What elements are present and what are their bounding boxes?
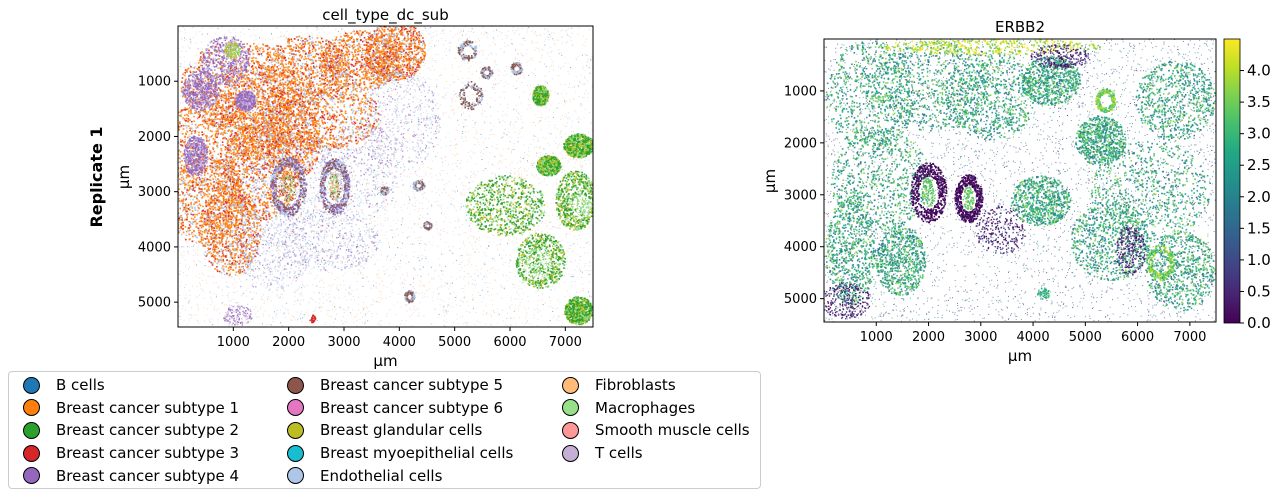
legend-label: Breast cancer subtype 4 (56, 467, 239, 485)
legend-marker (287, 467, 304, 485)
x-tick-label: 4000 (1017, 330, 1050, 345)
legend-marker (23, 376, 40, 394)
right-xlabel: µm (1008, 347, 1032, 365)
left-panel: 1000 2000 3000 4000 5000 6000 7000 1000 2000 300… (87, 6, 594, 370)
right-title: ERBB2 (995, 18, 1045, 36)
y-tick-label: 4000 (784, 240, 817, 255)
legend-item: Breast glandular cells (287, 419, 482, 441)
legend-label: Breast cancer subtype 1 (56, 399, 239, 417)
left-scatter-points (178, 26, 593, 326)
legend-marker (287, 399, 304, 417)
legend-item: Breast cancer subtype 6 (287, 397, 503, 419)
legend-label: Breast cancer subtype 3 (56, 444, 239, 462)
right-axes-frame (823, 38, 1217, 323)
legend-marker (287, 444, 304, 462)
right-panel: 1000 2000 3000 4000 5000 6000 7000 1000 2000 300… (761, 18, 1271, 365)
legend-marker (23, 467, 40, 485)
legend-label: Macrophages (595, 399, 695, 417)
legend-label: Endothelial cells (320, 467, 442, 485)
x-tick-label: 2000 (272, 335, 305, 350)
x-tick-label: 2000 (912, 330, 945, 345)
legend-marker (562, 399, 579, 417)
colorbar-tick-label: 2.5 (1247, 156, 1271, 174)
legend-item: Breast cancer subtype 2 (23, 419, 239, 441)
legend-marker (287, 376, 304, 394)
y-tick-label: 2000 (784, 136, 817, 151)
colorbar-tick-label: 0.5 (1247, 282, 1271, 300)
x-tick-label: 3000 (964, 330, 997, 345)
legend-marker (23, 421, 40, 439)
y-tick-label: 1000 (784, 84, 817, 99)
right-ylabel: µm (761, 169, 779, 193)
x-tick-label: 3000 (327, 335, 360, 350)
legend-label: T cells (595, 444, 643, 462)
x-tick-label: 7000 (1173, 330, 1206, 345)
left-xlabel: µm (373, 352, 397, 370)
y-tick-label: 5000 (784, 292, 817, 307)
legend-marker (287, 421, 304, 439)
legend: B cells Breast cancer subtype 1 Breast can… (8, 371, 761, 489)
colorbar-tick-label: 2.0 (1247, 188, 1271, 206)
legend-label: Smooth muscle cells (595, 421, 750, 439)
legend-item: Fibroblasts (562, 374, 676, 396)
y-tick-label: 3000 (784, 188, 817, 203)
y-tick-label: 3000 (138, 185, 171, 200)
x-tick-label: 6000 (493, 335, 526, 350)
left-x-ticks: 1000 2000 3000 4000 5000 6000 7000 (217, 327, 582, 350)
legend-item: B cells (23, 374, 105, 396)
y-tick-label: 4000 (138, 240, 171, 255)
colorbar (1223, 38, 1241, 324)
x-tick-label: 4000 (383, 335, 416, 350)
x-tick-label: 6000 (1121, 330, 1154, 345)
legend-item: Breast cancer subtype 5 (287, 374, 503, 396)
row-label: Replicate 1 (87, 126, 106, 227)
legend-item: Breast cancer subtype 4 (23, 465, 239, 487)
legend-marker (23, 444, 40, 462)
right-x-ticks: 1000 2000 3000 4000 5000 6000 7000 (860, 322, 1206, 345)
left-y-ticks: 1000 2000 3000 4000 5000 (138, 75, 178, 311)
x-tick-label: 5000 (438, 335, 471, 350)
legend-label: Breast cancer subtype 2 (56, 421, 239, 439)
legend-label: Breast glandular cells (320, 421, 482, 439)
x-tick-label: 1000 (860, 330, 893, 345)
legend-marker (562, 376, 579, 394)
legend-item: Breast cancer subtype 3 (23, 442, 239, 464)
x-tick-label: 7000 (549, 335, 582, 350)
legend-label: B cells (56, 376, 105, 394)
legend-item: T cells (562, 442, 643, 464)
right-scatter-points (824, 39, 1216, 320)
y-tick-label: 1000 (138, 75, 171, 90)
legend-marker (23, 399, 40, 417)
left-axes-frame (177, 25, 594, 328)
colorbar-tick-label: 3.0 (1247, 125, 1271, 143)
colorbar-tick-label: 1.5 (1247, 219, 1271, 237)
legend-item: Smooth muscle cells (562, 419, 750, 441)
legend-marker (562, 444, 579, 462)
colorbar-ticks: 0.0 0.5 1.0 1.5 2.0 2.5 3.0 3.5 4.0 (1240, 62, 1271, 332)
x-tick-label: 5000 (1069, 330, 1102, 345)
colorbar-tick-label: 0.0 (1247, 314, 1271, 332)
x-tick-label: 1000 (217, 335, 250, 350)
legend-label: Breast cancer subtype 6 (320, 399, 503, 417)
left-ylabel: µm (115, 165, 133, 189)
colorbar-tick-label: 4.0 (1247, 62, 1271, 80)
left-title: cell_type_dc_sub (322, 6, 448, 25)
legend-label: Breast myoepithelial cells (320, 444, 513, 462)
legend-item: Breast myoepithelial cells (287, 442, 513, 464)
legend-item: Endothelial cells (287, 465, 442, 487)
legend-label: Fibroblasts (595, 376, 676, 394)
right-y-ticks: 1000 2000 3000 4000 5000 (784, 84, 824, 307)
colorbar-tick-label: 3.5 (1247, 93, 1271, 111)
legend-item: Macrophages (562, 397, 695, 419)
y-tick-label: 5000 (138, 296, 171, 311)
legend-label: Breast cancer subtype 5 (320, 376, 503, 394)
legend-marker (562, 421, 579, 439)
legend-item: Breast cancer subtype 1 (23, 397, 239, 419)
colorbar-tick-label: 1.0 (1247, 251, 1271, 269)
y-tick-label: 2000 (138, 130, 171, 145)
